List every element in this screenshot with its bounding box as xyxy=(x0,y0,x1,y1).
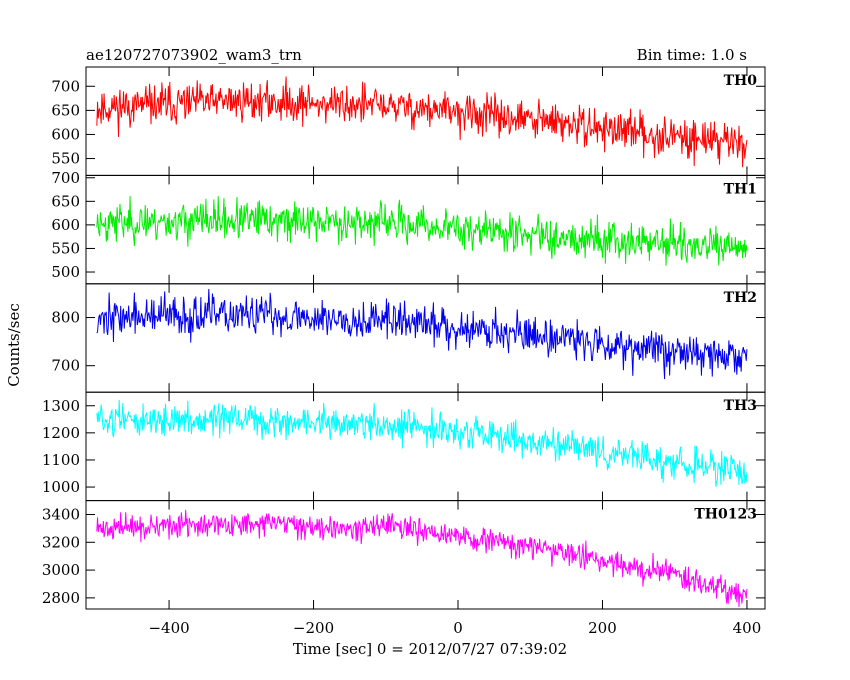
series-label: TH0123 xyxy=(694,507,757,523)
y-tick-label: 700 xyxy=(51,77,80,95)
y-tick-label: 3200 xyxy=(42,533,80,551)
series-label: TH1 xyxy=(724,181,757,197)
panel-th0: 550 600 650 700 TH0 xyxy=(51,66,766,176)
series-label: TH2 xyxy=(724,290,757,306)
y-tick-label: 650 xyxy=(51,192,80,210)
panel-frame xyxy=(85,500,766,610)
panel-frame xyxy=(85,283,766,393)
bin-time-label: Bin time: 1.0 s xyxy=(637,46,747,64)
y-tick-label: 700 xyxy=(51,357,80,375)
x-tick-label: 400 xyxy=(733,619,762,637)
series-line-th3 xyxy=(96,399,748,487)
y-tick-label: 800 xyxy=(51,309,80,327)
y-tick-label: 550 xyxy=(51,150,80,168)
y-tick-label: 1200 xyxy=(42,424,80,442)
panel-th3: 1000 1100 1200 1300 TH3 xyxy=(42,391,766,502)
y-tick-label: 2800 xyxy=(42,589,80,607)
y-tick-label: 600 xyxy=(51,216,80,234)
panel-frame xyxy=(85,66,766,176)
series-line-th1 xyxy=(96,195,748,266)
x-tick-label: 200 xyxy=(588,619,617,637)
series-label: TH3 xyxy=(724,398,757,414)
y-tick-label: 550 xyxy=(51,239,80,257)
panels: 550 600 650 700 TH0 500 550 600 650 700 TH1 700 800 T… xyxy=(42,66,766,610)
y-tick-label: 700 xyxy=(51,169,80,187)
series-label: TH0 xyxy=(724,73,758,89)
y-tick-label: 600 xyxy=(51,125,80,143)
y-tick-label: 1100 xyxy=(42,451,80,469)
panel-th2: 700 800 TH2 xyxy=(51,283,766,393)
x-axis: −400 −200 0 200 400 xyxy=(148,619,761,637)
panel-th1: 500 550 600 650 700 TH1 xyxy=(51,169,766,285)
x-tick-label: 0 xyxy=(453,619,463,637)
y-tick-label: 1000 xyxy=(42,478,80,496)
y-tick-label: 3000 xyxy=(42,561,80,579)
series-line-th0 xyxy=(96,76,748,168)
x-tick-label: −200 xyxy=(293,619,334,637)
y-tick-label: 500 xyxy=(51,263,80,281)
x-axis-label: Time [sec] 0 = 2012/07/27 07:39:02 xyxy=(293,640,567,658)
x-tick-label: −400 xyxy=(148,619,189,637)
chart-title: ae120727073902_wam3_trn xyxy=(86,46,302,64)
series-line-th0123 xyxy=(96,509,748,607)
y-tick-label: 650 xyxy=(51,101,80,119)
panel-th0123: 2800 3000 3200 3400 TH0123 xyxy=(42,500,766,610)
y-tick-label: 3400 xyxy=(42,505,80,523)
y-axis-label: Counts/sec xyxy=(5,303,23,387)
series-line-th2 xyxy=(96,288,748,380)
y-tick-label: 1300 xyxy=(42,397,80,415)
